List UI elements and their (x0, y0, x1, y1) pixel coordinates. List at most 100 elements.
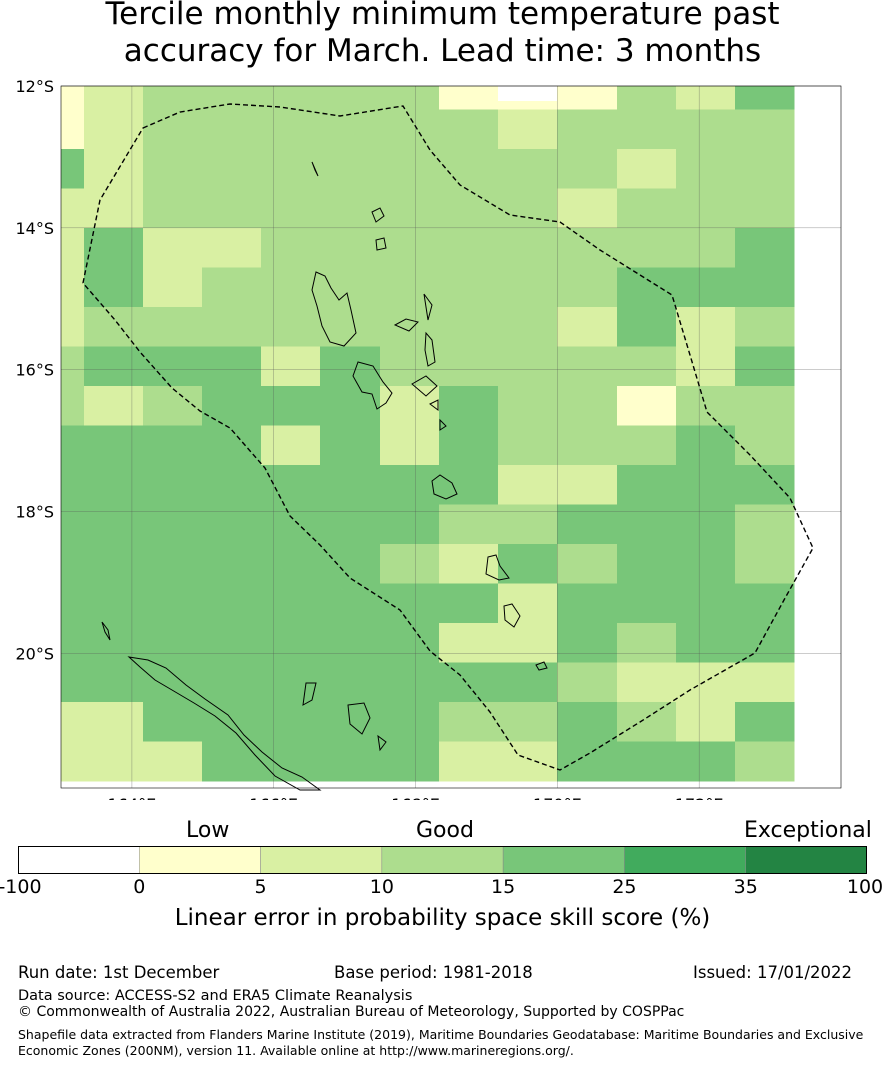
grid-cell (261, 465, 321, 505)
island-epi (429, 399, 439, 411)
island-ouvea (302, 682, 317, 706)
grid-cell (380, 741, 440, 782)
grid-cell (320, 228, 381, 268)
grid-cell (617, 228, 677, 268)
longitude-label: 168°E (391, 795, 440, 800)
grid-cell (202, 86, 262, 110)
grid-cell (557, 702, 618, 742)
grid-cell (735, 307, 795, 347)
grid-cell (498, 188, 558, 229)
island-lifou (347, 702, 371, 735)
grid-cell (380, 188, 440, 229)
island-torres (311, 161, 319, 177)
grid-cell (617, 307, 677, 347)
grid-cell (735, 662, 795, 703)
grid-cell (61, 188, 85, 229)
island-tanna (503, 603, 521, 628)
grid-cell (439, 149, 499, 189)
grid-cell (557, 267, 618, 308)
grid-cell (261, 702, 321, 742)
colorbar-tick-label: 15 (491, 876, 516, 898)
grid-cell (61, 149, 85, 189)
grid-cell (261, 307, 321, 347)
grid-cell (557, 149, 618, 189)
grid-cell (735, 702, 795, 742)
grid-cell (84, 623, 144, 663)
grid-cell (143, 86, 203, 110)
grid-cell (261, 346, 321, 387)
grid-cell (143, 188, 203, 229)
copyright: © Commonwealth of Australia 2022, Austra… (18, 1004, 685, 1020)
grid-cell (202, 583, 262, 624)
grid-cell (143, 307, 203, 347)
grid-cell (61, 346, 85, 387)
shapefile-credit: Shapefile data extracted from Flanders M… (18, 1027, 864, 1058)
grid-cell (557, 188, 618, 229)
grid-cell (84, 741, 144, 782)
grid-cell (261, 149, 321, 189)
grid-cell (84, 702, 144, 742)
grid-cell (735, 228, 795, 268)
grid-cell (676, 425, 736, 466)
grid-cell (143, 623, 203, 663)
island-pentecost (424, 331, 436, 367)
grid-cell (380, 544, 440, 584)
grid-cell (61, 267, 85, 308)
grid-cell (557, 346, 618, 387)
grid-cell (498, 465, 558, 505)
colorbar-bin (381, 846, 504, 874)
grid-cell (557, 583, 618, 624)
grid-cell (676, 307, 736, 347)
grid-cell (61, 662, 85, 703)
grid-cell (498, 702, 558, 742)
grid-cell (143, 702, 203, 742)
grid-cell (320, 149, 381, 189)
grid-cell (676, 544, 736, 584)
grid-cell (439, 702, 499, 742)
grid-cell (557, 425, 618, 466)
grid-cell (498, 149, 558, 189)
run-date: Run date: 1st December (18, 963, 220, 982)
grid-cell (735, 425, 795, 466)
grid-cell (676, 702, 736, 742)
grid-cell (320, 504, 381, 545)
grid-cell (61, 504, 85, 545)
grid-cell (61, 228, 85, 268)
grid-cell (143, 267, 203, 308)
grid-cell (202, 702, 262, 742)
grid-cell (676, 662, 736, 703)
grid-cell (84, 346, 144, 387)
grid-cell (261, 583, 321, 624)
island-maewo (423, 293, 433, 321)
grid-cell (735, 86, 795, 110)
grid-cell (320, 583, 381, 624)
grid-cell (84, 228, 144, 268)
colorbar-bin (18, 846, 140, 874)
grid-cell (380, 109, 440, 150)
grid-cell (202, 307, 262, 347)
grid-cell (380, 465, 440, 505)
grid-cell (61, 386, 85, 426)
grid-cell (143, 149, 203, 189)
grid-cell (676, 623, 736, 663)
grid-cell (202, 188, 262, 229)
island-aneityum (535, 661, 548, 671)
latitude-labels: 12°S 14°S 16°S 18°S 20°S (15, 77, 54, 663)
grid-cell (617, 267, 677, 308)
grid-cell (320, 307, 381, 347)
grid-cell (143, 228, 203, 268)
grid-cell (676, 504, 736, 545)
grid-cell (320, 425, 381, 466)
grid-cell (676, 267, 736, 308)
grid-cell (557, 386, 618, 426)
island-new-caledonia (127, 656, 322, 791)
grid-cell (61, 86, 85, 110)
grid-cell (202, 109, 262, 150)
grid-cell (261, 425, 321, 466)
grid-cell (202, 623, 262, 663)
grid-cell (261, 504, 321, 545)
grid-cell (498, 267, 558, 308)
grid-cell (735, 504, 795, 545)
grid-cell (61, 425, 85, 466)
skill-grid (61, 86, 795, 782)
